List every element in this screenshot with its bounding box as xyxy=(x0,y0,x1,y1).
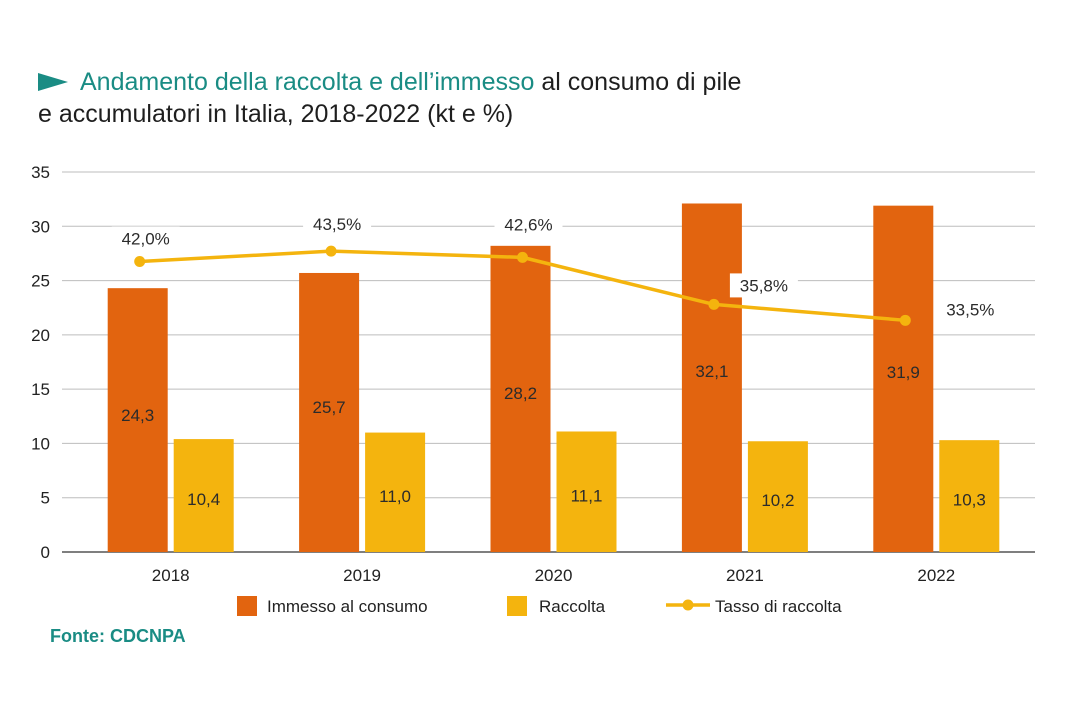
legend-swatch-immesso xyxy=(237,596,257,616)
y-tick-label: 10 xyxy=(31,434,50,453)
rate-label-bg xyxy=(494,212,563,237)
bar-immesso-label: 32,1 xyxy=(695,362,728,381)
x-category-label: 2018 xyxy=(152,566,190,585)
bar-raccolta-label: 10,3 xyxy=(953,490,986,509)
rate-label: 42,0% xyxy=(122,230,170,249)
rate-point xyxy=(325,245,337,257)
legend-swatch-raccolta xyxy=(507,596,527,616)
y-tick-label: 35 xyxy=(31,163,50,182)
legend-label-raccolta: Raccolta xyxy=(539,597,606,616)
y-tick-label: 5 xyxy=(41,489,50,508)
rate-label: 43,5% xyxy=(313,215,361,234)
rate-label-bg xyxy=(111,226,180,251)
bar-immesso xyxy=(681,203,742,552)
bar-immesso-label: 28,2 xyxy=(504,384,537,403)
bar-immesso-label: 24,3 xyxy=(121,406,154,425)
legend-label-tasso: Tasso di raccolta xyxy=(715,597,842,616)
bar-immesso-label: 31,9 xyxy=(887,363,920,382)
rate-point xyxy=(134,256,146,268)
title-line1-rest: al consumo di pile xyxy=(534,68,742,96)
bar-raccolta xyxy=(939,440,1000,552)
rate-point xyxy=(899,314,911,326)
x-category-label: 2021 xyxy=(726,566,764,585)
y-tick-label: 15 xyxy=(31,380,50,399)
x-category-label: 2022 xyxy=(917,566,955,585)
rate-label: 35,8% xyxy=(740,276,788,295)
y-tick-label: 20 xyxy=(31,326,50,345)
bar-raccolta-label: 10,2 xyxy=(761,491,794,510)
y-tick-label: 0 xyxy=(41,543,50,562)
legend-point-tasso xyxy=(682,599,694,611)
bar-immesso xyxy=(107,288,168,552)
x-category-label: 2019 xyxy=(343,566,381,585)
source-note: Fonte: CDCNPA xyxy=(50,626,186,646)
rate-point xyxy=(708,298,720,310)
rate-label: 33,5% xyxy=(946,300,994,319)
bar-immesso xyxy=(490,245,551,553)
rate-point xyxy=(517,251,528,263)
bar-raccolta xyxy=(556,431,617,552)
title-highlight: Andamento della raccolta e dell’immesso xyxy=(80,68,535,96)
bar-raccolta-label: 11,0 xyxy=(379,487,411,506)
rate-label-bg xyxy=(936,297,1005,322)
rate-label: 42,6% xyxy=(504,215,552,234)
bar-raccolta xyxy=(365,432,426,552)
legend-label-immesso: Immesso al consumo xyxy=(267,597,428,616)
y-tick-label: 30 xyxy=(31,217,50,236)
bar-raccolta xyxy=(173,439,234,552)
bar-immesso xyxy=(299,272,360,552)
rate-label-bg xyxy=(729,273,798,298)
bar-raccolta-label: 10,4 xyxy=(187,490,220,509)
x-category-label: 2020 xyxy=(535,566,573,585)
bar-raccolta xyxy=(747,441,808,552)
bar-immesso xyxy=(873,205,934,552)
bar-raccolta-label: 11,1 xyxy=(571,486,603,505)
arrow-icon xyxy=(38,73,68,91)
rate-label-bg xyxy=(303,212,372,237)
title-line2: e accumulatori in Italia, 2018-2022 (kt … xyxy=(38,100,514,128)
y-tick-label: 25 xyxy=(31,272,50,291)
chart-title: Andamento della raccolta e dell’immesso … xyxy=(38,66,1038,130)
bar-immesso-label: 25,7 xyxy=(313,398,346,417)
